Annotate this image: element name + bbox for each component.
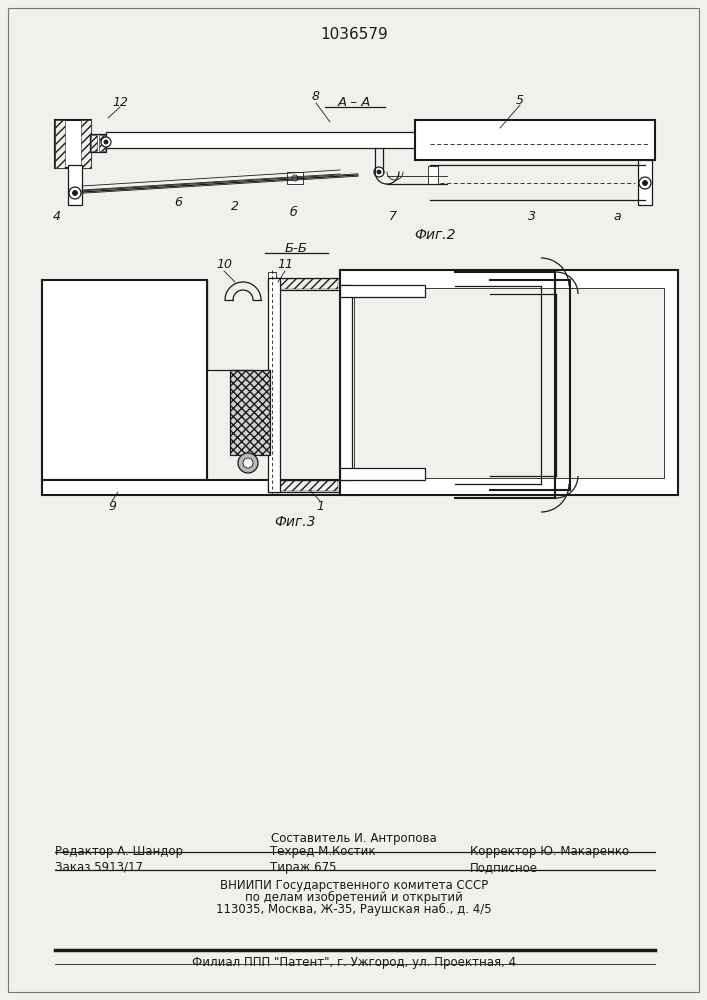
- Bar: [340, 468, 425, 480]
- Bar: [230, 370, 270, 455]
- Bar: [55, 120, 65, 168]
- Text: 12: 12: [112, 96, 128, 108]
- Bar: [99, 135, 105, 151]
- Text: Фиг.2: Фиг.2: [414, 228, 456, 242]
- Bar: [90, 134, 106, 152]
- Text: Тираж 675: Тираж 675: [270, 861, 337, 874]
- Text: Подписное: Подписное: [470, 861, 538, 874]
- Bar: [638, 160, 652, 205]
- Text: 4: 4: [53, 210, 61, 223]
- Bar: [268, 272, 276, 492]
- Text: 7: 7: [389, 211, 397, 224]
- Text: а: а: [613, 210, 621, 223]
- Text: 1036579: 1036579: [320, 27, 388, 42]
- Circle shape: [292, 175, 298, 181]
- Bar: [81, 120, 91, 168]
- Text: Техред М.Костик: Техред М.Костик: [270, 845, 375, 858]
- Text: 11: 11: [277, 258, 293, 271]
- Circle shape: [377, 170, 381, 174]
- Bar: [42, 280, 207, 480]
- Bar: [340, 285, 352, 480]
- Circle shape: [73, 190, 78, 196]
- Text: Филиал ППП "Патент", г. Ужгород, ул. Проектная, 4: Филиал ППП "Патент", г. Ужгород, ул. Про…: [192, 956, 516, 969]
- Bar: [230, 370, 270, 455]
- Bar: [268, 480, 340, 492]
- Text: 113035, Москва, Ж-35, Раушская наб., д. 4/5: 113035, Москва, Ж-35, Раушская наб., д. …: [216, 903, 492, 916]
- Circle shape: [104, 140, 108, 144]
- Circle shape: [101, 137, 111, 147]
- Bar: [270, 481, 338, 491]
- Text: 2: 2: [231, 200, 239, 214]
- Text: Заказ 5913/17: Заказ 5913/17: [55, 861, 143, 874]
- Bar: [354, 288, 664, 478]
- Bar: [428, 166, 438, 184]
- Bar: [42, 480, 360, 495]
- Text: Редактор А. Шандор: Редактор А. Шандор: [55, 845, 183, 858]
- Text: 5: 5: [516, 94, 524, 106]
- Circle shape: [243, 458, 253, 468]
- Text: 8: 8: [312, 91, 320, 104]
- Text: по делам изобретений и открытий: по делам изобретений и открытий: [245, 891, 463, 904]
- Text: А – А: А – А: [337, 96, 370, 109]
- Bar: [268, 278, 340, 290]
- Circle shape: [639, 177, 651, 189]
- Circle shape: [69, 187, 81, 199]
- Bar: [340, 285, 425, 297]
- Circle shape: [643, 180, 648, 186]
- Text: 1: 1: [316, 499, 324, 512]
- Text: Составитель И. Антропова: Составитель И. Антропова: [271, 832, 437, 845]
- Bar: [55, 120, 91, 168]
- Bar: [91, 135, 97, 151]
- Text: 10: 10: [216, 258, 232, 271]
- Bar: [268, 278, 280, 492]
- Bar: [415, 120, 655, 160]
- Text: б: б: [289, 207, 297, 220]
- Text: 6: 6: [174, 196, 182, 210]
- Bar: [106, 132, 424, 148]
- Bar: [287, 172, 303, 184]
- Bar: [270, 279, 338, 289]
- Bar: [340, 270, 678, 495]
- Bar: [68, 165, 82, 205]
- Text: ВНИИПИ Государственного комитета СССР: ВНИИПИ Государственного комитета СССР: [220, 879, 488, 892]
- Text: 3: 3: [528, 210, 536, 223]
- Text: Корректор Ю. Макаренко: Корректор Ю. Макаренко: [470, 845, 629, 858]
- Text: 9: 9: [108, 499, 116, 512]
- Text: Фиг.3: Фиг.3: [274, 515, 316, 529]
- Circle shape: [374, 167, 384, 177]
- Text: Б-Б: Б-Б: [284, 242, 308, 255]
- Circle shape: [238, 453, 258, 473]
